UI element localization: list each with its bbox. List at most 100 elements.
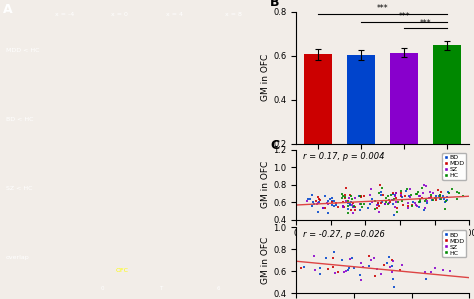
Point (417, 200, 424, 205)
Y-axis label: GM in OFC: GM in OFC (262, 54, 271, 101)
Point (324, 202, 332, 207)
Point (453, 196, 461, 201)
Point (456, 191, 463, 196)
Point (409, 204, 416, 208)
Point (379, 193, 387, 198)
Point (442, 199, 450, 203)
Point (365, 263, 373, 268)
Point (441, 197, 448, 202)
Point (416, 199, 423, 204)
Point (428, 270, 435, 274)
Point (382, 202, 389, 207)
Point (322, 256, 330, 260)
Point (313, 202, 321, 207)
Point (436, 193, 444, 198)
Point (428, 198, 436, 203)
Text: MDD < HC: MDD < HC (6, 48, 39, 53)
Point (332, 202, 340, 207)
Point (431, 195, 439, 200)
Point (341, 195, 349, 199)
Point (388, 269, 395, 274)
Point (344, 200, 352, 205)
Point (420, 183, 428, 188)
Point (378, 199, 386, 204)
Point (429, 198, 437, 202)
Point (328, 195, 336, 200)
Point (345, 268, 352, 272)
Y-axis label: GM in OFC: GM in OFC (262, 161, 271, 208)
Point (371, 207, 378, 212)
Point (371, 256, 378, 260)
Point (390, 259, 397, 264)
Text: OFC: OFC (116, 268, 129, 273)
Bar (304, 54, 332, 187)
Point (418, 196, 426, 200)
Point (342, 199, 350, 204)
Point (427, 190, 434, 194)
Point (332, 201, 340, 206)
Point (392, 190, 400, 195)
Point (421, 199, 428, 204)
Point (319, 206, 327, 210)
Point (398, 199, 406, 204)
Bar (433, 45, 461, 187)
Point (324, 211, 332, 216)
Point (404, 203, 412, 208)
Point (372, 274, 379, 279)
Point (386, 199, 394, 204)
Legend: BD, MDD, SZ, HC: BD, MDD, SZ, HC (442, 152, 466, 180)
Point (303, 198, 310, 203)
Point (416, 196, 423, 201)
Point (330, 199, 338, 203)
Point (397, 192, 405, 197)
Point (445, 190, 453, 195)
Point (346, 208, 354, 213)
Point (391, 285, 398, 290)
Point (453, 190, 460, 195)
Point (339, 204, 347, 209)
Point (392, 199, 400, 204)
Point (392, 194, 399, 199)
Point (377, 272, 385, 277)
Point (347, 199, 355, 204)
Point (375, 191, 383, 196)
Point (328, 199, 336, 204)
Point (401, 194, 409, 199)
Point (346, 203, 354, 208)
Point (414, 192, 421, 196)
Point (418, 185, 425, 190)
Point (406, 187, 414, 192)
Point (436, 195, 443, 200)
Point (459, 194, 467, 199)
Point (314, 210, 322, 214)
Point (360, 194, 367, 199)
Point (422, 196, 430, 201)
Point (301, 265, 308, 270)
Point (441, 207, 448, 211)
Point (334, 205, 342, 210)
Point (368, 199, 376, 204)
Point (378, 193, 385, 198)
Point (412, 203, 419, 208)
Text: ***: *** (420, 19, 432, 28)
Point (356, 193, 364, 198)
Text: T: T (159, 286, 162, 291)
Point (359, 265, 366, 270)
Point (349, 201, 356, 206)
Point (388, 263, 395, 268)
Text: x = 0: x = 0 (111, 12, 128, 17)
Point (310, 200, 317, 205)
Point (423, 199, 431, 204)
Point (355, 194, 363, 199)
Point (385, 198, 393, 203)
Point (409, 199, 416, 204)
Point (387, 192, 395, 197)
Point (395, 200, 402, 205)
Point (341, 195, 348, 200)
Point (357, 260, 365, 265)
Point (399, 263, 406, 267)
Text: x = 8: x = 8 (225, 12, 242, 17)
Point (367, 187, 375, 191)
Point (415, 193, 422, 198)
Point (397, 193, 404, 198)
